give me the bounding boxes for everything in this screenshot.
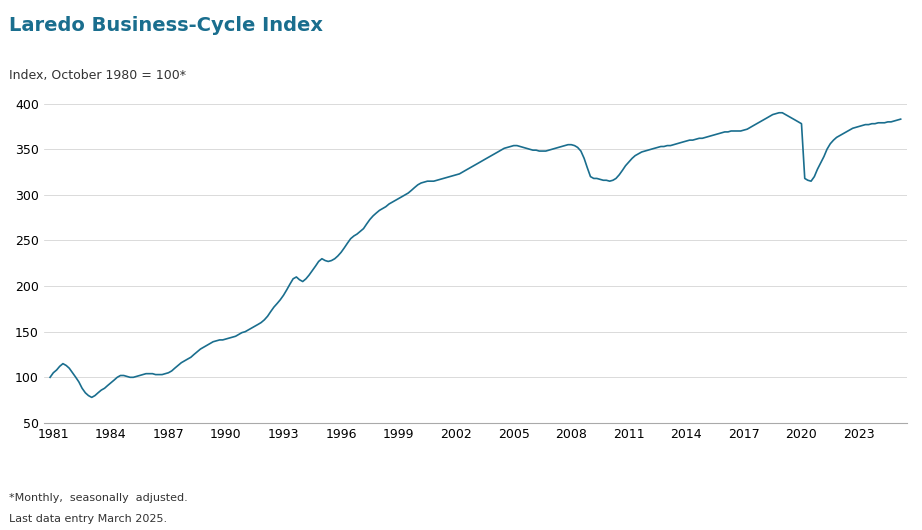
- Text: *Monthly,  seasonally  adjusted.: *Monthly, seasonally adjusted.: [9, 493, 188, 503]
- Text: Last data entry March 2025.: Last data entry March 2025.: [9, 514, 168, 524]
- Text: Index, October 1980 = 100*: Index, October 1980 = 100*: [9, 69, 186, 82]
- Text: Laredo Business-Cycle Index: Laredo Business-Cycle Index: [9, 16, 324, 35]
